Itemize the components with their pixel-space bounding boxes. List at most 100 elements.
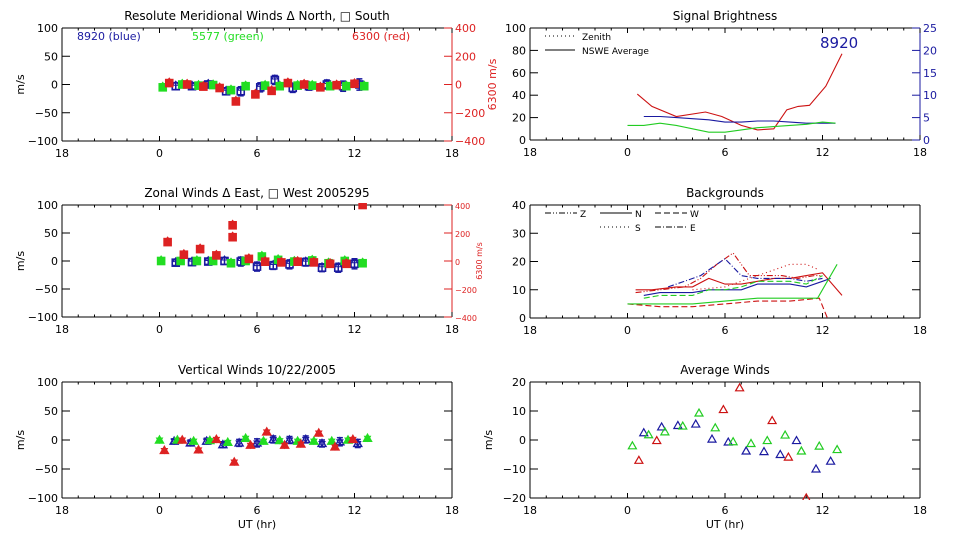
series-8920 [638, 418, 836, 473]
data-layer [627, 53, 843, 133]
y2-tick-label: 5 [923, 112, 930, 125]
y-tick-label: 0 [519, 434, 526, 447]
annotation-label: 5577 (green) [192, 30, 264, 43]
y-tick-label: 100 [505, 22, 526, 35]
data-point-triangle [179, 248, 188, 255]
data-point [252, 262, 262, 271]
data-point [745, 438, 757, 448]
x-tick-label: 0 [156, 323, 163, 336]
data-point-triangle [342, 80, 351, 86]
data-point-inv [275, 438, 284, 445]
data-point [228, 232, 237, 242]
chart-title: Zonal Winds Δ East, □ West 2005295 [144, 186, 369, 200]
chart-title: Resolute Meridional Winds Δ North, □ Sou… [124, 9, 390, 23]
data-point [226, 258, 236, 268]
y-tick-label: 20 [512, 256, 526, 269]
data-point-triangle [158, 81, 167, 87]
data-point [358, 203, 367, 210]
data-point-inv [262, 429, 271, 436]
data-point [260, 81, 270, 90]
legend-label: Zenith [582, 33, 611, 43]
data-point [211, 434, 222, 444]
annotation-label: 8920 [820, 34, 858, 52]
data-point-inv [327, 438, 336, 446]
x-tick-label: 12 [816, 324, 830, 337]
data-point [199, 82, 208, 91]
data-point [260, 257, 270, 267]
data-point [307, 81, 317, 90]
data-point [228, 221, 237, 230]
annotation-label: 8920 (blue) [77, 30, 141, 43]
y-tick-label: 40 [512, 199, 526, 212]
x-tick-label: 6 [254, 323, 261, 336]
x-tick-label: 18 [445, 323, 459, 336]
data-point-triangle [277, 256, 286, 262]
y2-tick-label: 0 [923, 134, 930, 147]
y-tick-label: −20 [503, 492, 526, 505]
series-line [692, 263, 820, 291]
data-point [741, 445, 752, 455]
data-point-inv [178, 437, 187, 444]
data-point [241, 81, 250, 91]
x-tick-label: 18 [445, 504, 459, 517]
chart-meridional: Resolute Meridional Winds Δ North, □ Sou… [14, 9, 499, 160]
data-point-inv [314, 430, 323, 438]
data-point-triangle [301, 256, 310, 262]
data-point-inv [246, 442, 255, 450]
data-point-inv [235, 440, 244, 447]
y-tick-label: 100 [37, 22, 58, 35]
data-point [229, 456, 240, 466]
data-point [275, 81, 285, 91]
y2-tick-label: 10 [923, 89, 937, 102]
data-point [767, 415, 778, 425]
data-point-triangle [257, 250, 266, 257]
series-6300-w [627, 297, 828, 319]
data-point [261, 426, 272, 436]
data-point-triangle [171, 80, 180, 86]
data-point [347, 434, 359, 444]
data-point [231, 97, 241, 106]
data-layer [154, 426, 373, 467]
x-tick-label: 12 [816, 504, 830, 517]
data-point [651, 435, 662, 445]
data-point [154, 434, 165, 444]
y-tick-label: 50 [44, 227, 58, 240]
data-point [163, 237, 172, 247]
y-tick-label: −100 [28, 311, 58, 324]
data-point [277, 258, 286, 267]
y2-tick-label: 25 [923, 22, 937, 35]
annotation-label: 6300 (red) [352, 30, 410, 43]
series-5577-w [627, 264, 838, 305]
data-point [267, 86, 276, 96]
data-point [723, 436, 734, 446]
y-tick-label: 30 [512, 227, 526, 240]
x-tick-label: 0 [156, 147, 163, 160]
data-point-inv [348, 436, 357, 444]
series-5577 [627, 407, 843, 455]
data-point [783, 451, 794, 461]
data-point-inv [230, 459, 239, 467]
data-point [359, 81, 369, 91]
data-point [188, 435, 199, 445]
y-tick-label: −100 [28, 135, 58, 148]
data-point [633, 455, 644, 464]
data-point-triangle [309, 256, 318, 262]
series-5577-n [643, 275, 823, 299]
x-tick-label: 6 [254, 147, 261, 160]
data-point [802, 492, 811, 500]
series-line [627, 121, 836, 133]
x-tick-label: 18 [913, 504, 927, 517]
series-line [636, 53, 843, 131]
data-point [780, 429, 791, 439]
legend-label: N [635, 210, 642, 220]
data-point [159, 445, 170, 455]
series-6300 [163, 203, 367, 269]
y-tick-label: 0 [51, 434, 58, 447]
data-point [245, 439, 256, 449]
x-axis-label: UT (hr) [238, 518, 276, 531]
data-point-triangle [244, 253, 253, 259]
data-point [690, 418, 701, 428]
series-line [643, 275, 823, 299]
data-point [638, 427, 649, 437]
